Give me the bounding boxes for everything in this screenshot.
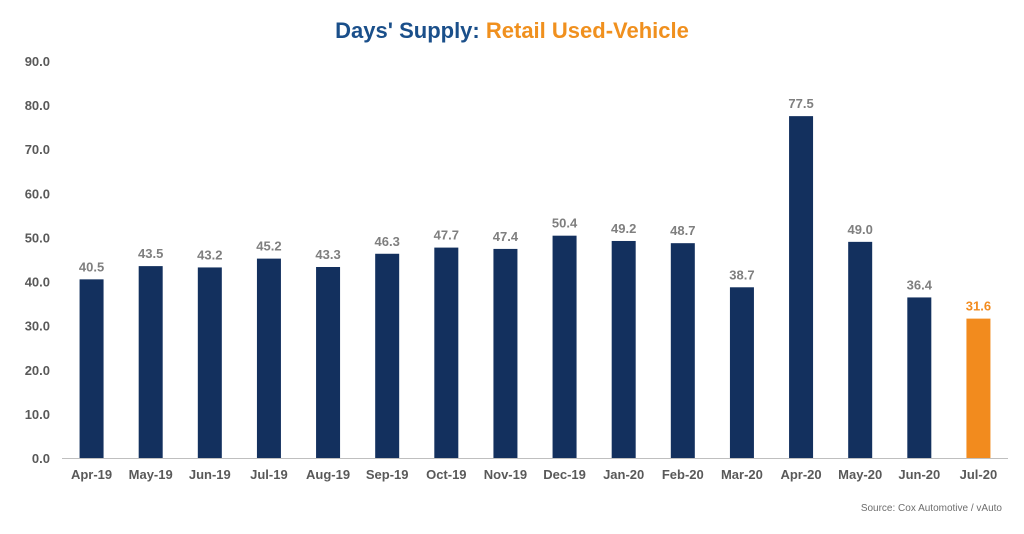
value-label: 46.3 xyxy=(375,234,400,249)
chart-title-part2: Retail Used-Vehicle xyxy=(485,18,689,43)
x-tick-label: Mar-20 xyxy=(721,467,763,482)
x-tick-label: Sep-19 xyxy=(366,467,409,482)
y-tick-label: 90.0 xyxy=(25,54,50,69)
bars xyxy=(79,116,991,458)
x-tick-label: Nov-19 xyxy=(484,467,527,482)
bar-aug-19 xyxy=(316,266,341,458)
value-label: 49.2 xyxy=(611,221,636,236)
y-tick-label: 80.0 xyxy=(25,98,50,113)
value-label: 43.2 xyxy=(197,247,222,262)
value-label: 45.2 xyxy=(256,239,281,254)
chart-title-part1: Days' Supply: xyxy=(335,18,480,43)
y-tick-label: 30.0 xyxy=(25,319,50,334)
x-tick-label: Oct-19 xyxy=(426,467,466,482)
bar-mar-20 xyxy=(729,287,754,458)
value-label: 50.4 xyxy=(552,216,578,231)
y-tick-label: 20.0 xyxy=(25,363,50,378)
value-label: 47.4 xyxy=(493,229,519,244)
x-tick-label: Aug-19 xyxy=(306,467,350,482)
bar-jan-20 xyxy=(611,240,636,458)
value-label: 43.3 xyxy=(315,247,340,262)
value-label: 36.4 xyxy=(907,277,933,292)
bar-may-19 xyxy=(138,266,163,458)
x-tick-label: May-20 xyxy=(838,467,882,482)
x-tick-label: Dec-19 xyxy=(543,467,586,482)
y-tick-label: 0.0 xyxy=(32,451,50,466)
source-note: Source: Cox Automotive / vAuto xyxy=(860,503,1002,514)
bar-jun-19 xyxy=(197,267,222,458)
x-tick-label: Jun-20 xyxy=(898,467,940,482)
value-label: 40.5 xyxy=(79,259,104,274)
value-label: 47.7 xyxy=(434,228,459,243)
x-tick-label: Jun-19 xyxy=(189,467,231,482)
x-tick-label: Apr-20 xyxy=(780,467,821,482)
bar-nov-19 xyxy=(493,248,518,458)
x-tick-label: Jan-20 xyxy=(603,467,644,482)
x-tick-label: Jul-20 xyxy=(960,467,998,482)
bar-apr-20 xyxy=(789,116,814,458)
bar-apr-19 xyxy=(79,279,104,458)
y-tick-label: 70.0 xyxy=(25,142,50,157)
y-tick-label: 60.0 xyxy=(25,186,50,201)
bar-oct-19 xyxy=(434,247,459,458)
value-label: 77.5 xyxy=(788,96,813,111)
x-tick-label: May-19 xyxy=(129,467,173,482)
bar-feb-20 xyxy=(670,243,695,458)
bar-jun-20 xyxy=(907,297,932,458)
value-labels: 40.5 43.5 43.2 45.2 43.3 46.3 47.7 47.4 50.4 49.2… xyxy=(79,96,991,313)
bar-may-20 xyxy=(848,241,873,458)
x-axis: Apr-19 May-19 Jun-19 Jul-19 Aug-19 Sep-19 Oct-… xyxy=(62,458,1008,482)
value-label: 38.7 xyxy=(729,267,754,282)
chart-title: Days' Supply: Retail Used-Vehicle xyxy=(0,18,1024,44)
x-tick-label: Feb-20 xyxy=(662,467,704,482)
value-label: 43.5 xyxy=(138,246,163,261)
bar-sep-19 xyxy=(375,253,400,458)
y-tick-label: 40.0 xyxy=(25,275,50,290)
y-tick-label: 50.0 xyxy=(25,230,50,245)
bar-dec-19 xyxy=(552,235,577,458)
bar-jul-20 xyxy=(966,318,991,458)
bar-jul-19 xyxy=(256,258,281,458)
x-tick-label: Jul-19 xyxy=(250,467,288,482)
y-axis: 0.0 10.0 20.0 30.0 40.0 50.0 60.0 70.0 80.0 90.0 xyxy=(25,54,50,466)
value-label: 48.7 xyxy=(670,223,695,238)
value-label: 49.0 xyxy=(848,222,873,237)
value-label: 31.6 xyxy=(966,299,991,314)
x-tick-label: Apr-19 xyxy=(71,467,112,482)
y-tick-label: 10.0 xyxy=(25,407,50,422)
